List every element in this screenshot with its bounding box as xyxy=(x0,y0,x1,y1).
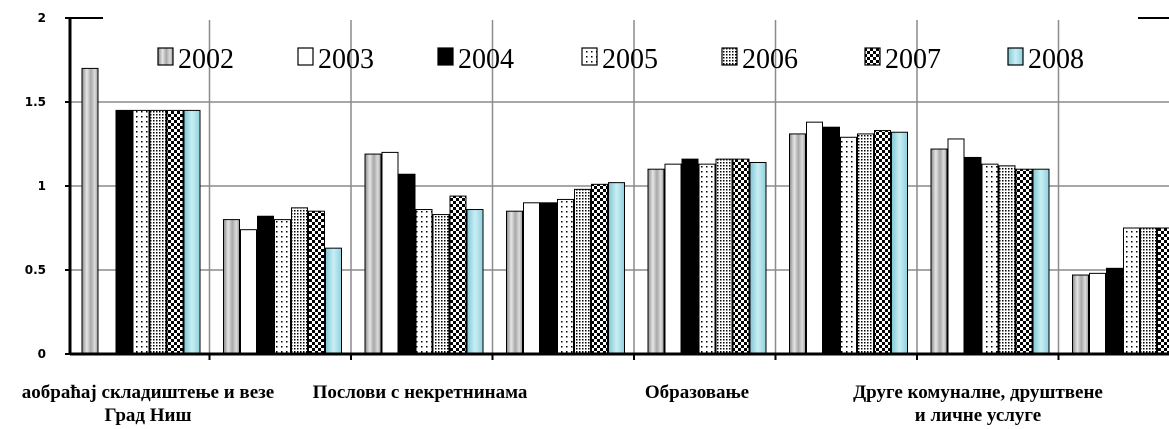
bar-2003 xyxy=(807,122,823,354)
legend-swatch-2005 xyxy=(582,48,597,65)
legend-label-2004: 2004 xyxy=(458,44,514,75)
bar-2005 xyxy=(275,220,291,354)
bar-2002 xyxy=(790,134,806,354)
y-tick-label: 2 xyxy=(38,11,46,25)
bar-2007 xyxy=(1158,228,1169,354)
bar-2006 xyxy=(575,189,591,354)
bar-2004 xyxy=(965,157,981,354)
bar-2004 xyxy=(399,174,415,354)
bar-2007 xyxy=(309,211,325,354)
bar-2004 xyxy=(116,110,132,354)
bar-2006 xyxy=(292,208,308,354)
x-category-label: аобраћај складиштење и везе xyxy=(22,382,274,403)
bar-2002 xyxy=(648,169,664,354)
legend-label-2008: 2008 xyxy=(1028,44,1084,75)
bar-2005 xyxy=(558,199,574,354)
bar-2003 xyxy=(665,164,681,354)
bar-2006 xyxy=(999,166,1015,354)
bar-2005 xyxy=(699,164,715,354)
bar-2004 xyxy=(824,127,840,354)
bar-2007 xyxy=(450,196,466,354)
bar-2002 xyxy=(224,220,240,354)
x-category-label: Град Ниш xyxy=(104,405,191,426)
legend-swatch-2004 xyxy=(438,48,453,65)
bars xyxy=(82,68,1169,354)
y-tick-labels: 0 0.5 1 1.5 2 xyxy=(25,11,46,361)
legend-label-2003: 2003 xyxy=(318,44,374,75)
bar-2004 xyxy=(258,216,274,354)
bar-2003 xyxy=(241,230,257,354)
bar-2005 xyxy=(982,164,998,354)
bar-2007 xyxy=(592,184,608,354)
bar-2005 xyxy=(133,110,149,354)
bar-2006 xyxy=(716,159,732,354)
bar-2004 xyxy=(541,203,557,354)
y-tick-label: 1 xyxy=(38,179,46,193)
x-category-label: Друге комуналне, друштвене xyxy=(853,382,1103,403)
bar-2008 xyxy=(184,110,200,354)
legend-swatch-2008 xyxy=(1008,48,1023,65)
bar-2006 xyxy=(150,110,166,354)
bar-2008 xyxy=(892,132,908,354)
bar-2005 xyxy=(1124,228,1140,354)
bar-2008 xyxy=(609,183,625,354)
bar-2006 xyxy=(433,215,449,354)
x-category-label: Образовање xyxy=(645,382,749,403)
legend-swatch-2007 xyxy=(865,48,880,65)
bar-2004 xyxy=(682,159,698,354)
bar-2007 xyxy=(875,131,891,354)
x-category-label: Послови с некретнинама xyxy=(313,382,528,403)
y-tick-label: 1.5 xyxy=(25,95,46,109)
bar-2006 xyxy=(1141,228,1157,354)
legend-label-2002: 2002 xyxy=(178,44,234,75)
legend-swatch-2003 xyxy=(298,48,313,65)
x-category-label: и личне услуге xyxy=(915,405,1041,426)
bar-2008 xyxy=(750,162,766,354)
bar-2003 xyxy=(524,203,540,354)
bar-2003 xyxy=(948,139,964,354)
legend-swatch-2006 xyxy=(722,48,737,65)
bar-2008 xyxy=(1033,169,1049,354)
bar-2003 xyxy=(382,152,398,354)
y-tick-label: 0.5 xyxy=(25,263,46,277)
legend-label-2005: 2005 xyxy=(602,44,658,75)
bar-2007 xyxy=(1016,169,1032,354)
bar-2002 xyxy=(1073,275,1089,354)
legend-swatch-2002 xyxy=(158,48,173,65)
bar-2004 xyxy=(1107,268,1123,354)
bar-2002 xyxy=(365,154,381,354)
bar-2002 xyxy=(82,68,98,354)
bar-2008 xyxy=(326,248,342,354)
bar-2007 xyxy=(733,159,749,354)
bar-2006 xyxy=(858,134,874,354)
bar-2002 xyxy=(931,149,947,354)
legend-label-2006: 2006 xyxy=(742,44,798,75)
y-tick-label: 0 xyxy=(38,347,46,361)
legend-label-2007: 2007 xyxy=(885,44,941,75)
bar-2008 xyxy=(467,210,483,354)
legend: 2002 2003 2004 2005 2006 2007 2008 xyxy=(158,44,1084,75)
bar-2007 xyxy=(167,110,183,354)
bar-2002 xyxy=(507,211,523,354)
bar-2005 xyxy=(416,210,432,354)
bar-2003 xyxy=(1090,273,1106,354)
bar-2005 xyxy=(841,137,857,354)
